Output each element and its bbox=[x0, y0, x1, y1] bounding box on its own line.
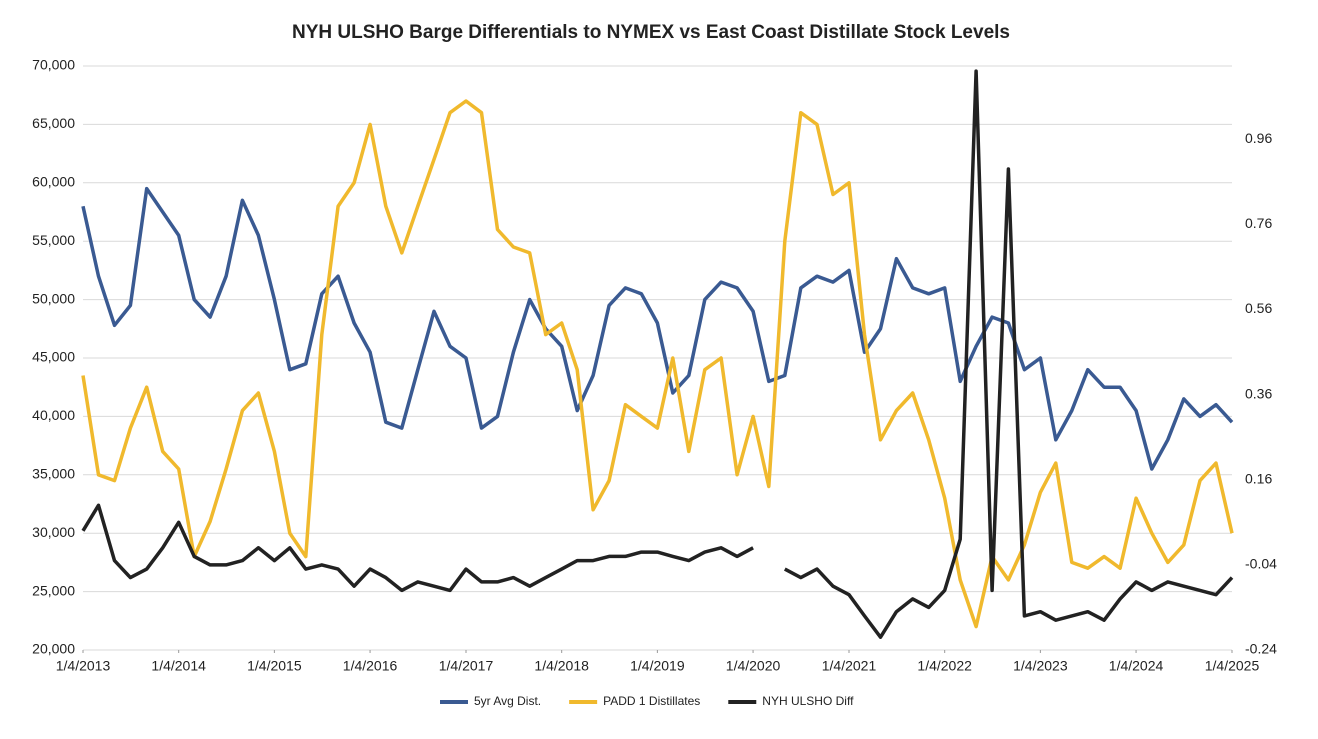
y2-tick-label: -0.04 bbox=[1245, 556, 1277, 572]
y-tick-label: 20,000 bbox=[32, 641, 75, 657]
y-tick-label: 55,000 bbox=[32, 232, 75, 248]
y-tick-label: 30,000 bbox=[32, 524, 75, 540]
y2-tick-label: 0.36 bbox=[1245, 385, 1272, 401]
legend-label: NYH ULSHO Diff bbox=[762, 694, 854, 708]
x-tick-label: 1/4/2013 bbox=[56, 658, 111, 674]
x-tick-label: 1/4/2025 bbox=[1205, 658, 1260, 674]
y-tick-label: 45,000 bbox=[32, 349, 75, 365]
chart-title: NYH ULSHO Barge Differentials to NYMEX v… bbox=[292, 22, 1010, 43]
x-tick-label: 1/4/2016 bbox=[343, 658, 398, 674]
x-tick-label: 1/4/2023 bbox=[1013, 658, 1068, 674]
y-tick-label: 70,000 bbox=[32, 57, 75, 73]
x-tick-label: 1/4/2015 bbox=[247, 658, 302, 674]
y2-tick-label: 0.76 bbox=[1245, 215, 1272, 231]
y-tick-label: 50,000 bbox=[32, 290, 75, 306]
y2-tick-label: 0.96 bbox=[1245, 130, 1272, 146]
legend-label: PADD 1 Distillates bbox=[603, 694, 700, 708]
y-tick-label: 60,000 bbox=[32, 174, 75, 190]
x-tick-label: 1/4/2020 bbox=[726, 658, 781, 674]
x-tick-label: 1/4/2019 bbox=[630, 658, 685, 674]
legend-label: 5yr Avg Dist. bbox=[474, 694, 541, 708]
series-line bbox=[81, 99, 1234, 629]
x-tick-label: 1/4/2018 bbox=[534, 658, 589, 674]
y2-tick-label: 0.56 bbox=[1245, 300, 1272, 316]
series-line bbox=[81, 186, 1234, 471]
y2-tick-label: 0.16 bbox=[1245, 470, 1272, 486]
y-tick-label: 65,000 bbox=[32, 115, 75, 131]
x-tick-label: 1/4/2022 bbox=[917, 658, 972, 674]
y-tick-label: 35,000 bbox=[32, 466, 75, 482]
y-tick-label: 25,000 bbox=[32, 582, 75, 598]
x-tick-label: 1/4/2014 bbox=[151, 658, 206, 674]
x-tick-label: 1/4/2017 bbox=[439, 658, 494, 674]
x-tick-label: 1/4/2021 bbox=[822, 658, 877, 674]
y-tick-label: 40,000 bbox=[32, 407, 75, 423]
x-tick-label: 1/4/2024 bbox=[1109, 658, 1164, 674]
y2-tick-label: -0.24 bbox=[1245, 641, 1277, 657]
series-line bbox=[81, 69, 1234, 639]
